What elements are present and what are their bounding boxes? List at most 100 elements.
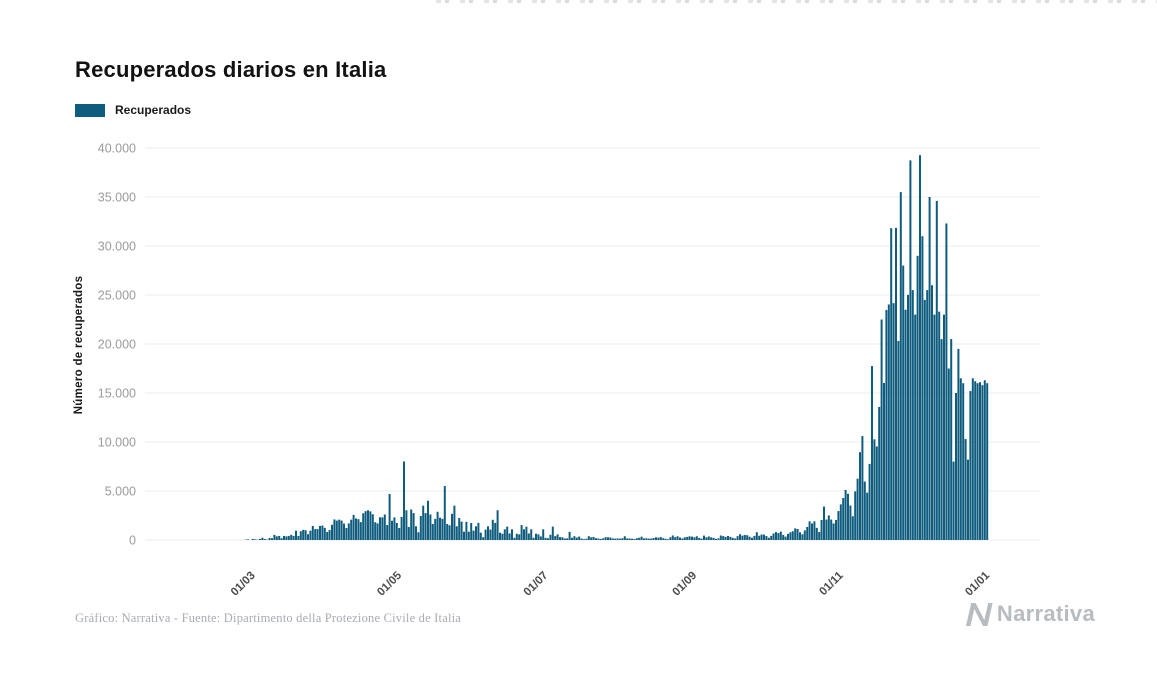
bar <box>335 520 338 540</box>
bar <box>679 537 681 540</box>
bar <box>482 537 485 540</box>
bar <box>748 536 751 540</box>
bar <box>892 303 895 540</box>
bar <box>470 522 473 540</box>
bar <box>323 527 326 540</box>
bar <box>371 514 374 540</box>
bar <box>575 537 578 540</box>
bar <box>707 536 710 540</box>
bar <box>403 461 405 540</box>
bar <box>976 383 979 540</box>
bar <box>477 522 480 540</box>
bar <box>981 385 984 540</box>
bar <box>554 536 557 540</box>
bar <box>967 459 969 540</box>
bar <box>513 537 516 540</box>
bar <box>818 531 821 540</box>
bar <box>530 529 533 540</box>
bar <box>947 368 950 540</box>
bar <box>463 531 465 540</box>
bar <box>451 513 453 540</box>
bar <box>607 537 609 540</box>
x-axis-tick-labels: 01/03 01/05 01/07 01/09 01/11 01/01 <box>229 569 993 598</box>
legend: Recuperados <box>75 103 191 117</box>
bar <box>832 523 835 540</box>
bar <box>825 519 828 540</box>
bar <box>873 439 876 540</box>
bar <box>364 511 367 540</box>
bar <box>412 513 415 540</box>
bar <box>271 538 273 540</box>
bar <box>784 536 787 540</box>
bar <box>839 504 842 540</box>
bar <box>537 534 540 540</box>
bar <box>916 255 919 541</box>
narrativa-n-icon <box>965 602 993 626</box>
bar <box>878 406 881 540</box>
bar <box>427 500 429 540</box>
bar <box>566 538 569 540</box>
bar <box>823 506 825 540</box>
bar <box>261 537 264 540</box>
bar <box>479 532 482 540</box>
bar <box>424 513 427 540</box>
bar <box>614 538 617 540</box>
svg-text:0: 0 <box>129 534 136 548</box>
bar <box>251 538 254 540</box>
bar <box>556 534 559 540</box>
bar <box>979 382 981 540</box>
bar <box>763 534 765 540</box>
bar <box>808 521 811 540</box>
bar <box>796 528 799 540</box>
bar <box>247 539 249 540</box>
bar <box>623 536 626 540</box>
bar <box>868 463 871 540</box>
bar <box>657 537 660 540</box>
bar <box>688 536 691 540</box>
bar <box>777 533 780 540</box>
bar <box>340 520 343 540</box>
bar <box>734 538 737 540</box>
bar <box>813 521 816 540</box>
legend-swatch <box>75 103 105 117</box>
bar <box>379 517 381 540</box>
bar <box>907 294 909 540</box>
bar <box>415 526 417 540</box>
bar <box>400 516 403 540</box>
bar <box>619 538 621 540</box>
bar <box>506 526 509 540</box>
bar <box>436 511 439 540</box>
bar <box>467 531 470 540</box>
bar <box>580 538 583 540</box>
bar <box>880 319 883 540</box>
bar <box>926 290 929 540</box>
bar <box>743 534 746 540</box>
bar <box>559 537 561 540</box>
bar <box>710 537 713 540</box>
bar <box>775 532 777 540</box>
bar <box>693 537 696 540</box>
bar <box>955 393 957 540</box>
bar <box>547 538 549 540</box>
bar <box>849 505 852 540</box>
bar <box>952 461 955 540</box>
svg-text:30.000: 30.000 <box>98 240 136 254</box>
bar <box>383 514 386 540</box>
bar <box>523 529 525 540</box>
bar <box>635 538 638 540</box>
bar <box>275 536 278 540</box>
bar <box>419 515 422 540</box>
bar <box>727 535 729 540</box>
bar <box>703 535 705 540</box>
bar <box>573 536 576 540</box>
bar <box>326 531 329 540</box>
bar <box>295 530 297 540</box>
bar <box>280 538 283 540</box>
bar <box>676 536 679 540</box>
bar <box>475 526 477 540</box>
bar <box>842 498 845 540</box>
bar <box>861 436 864 540</box>
bar <box>712 537 715 540</box>
bar <box>431 523 434 540</box>
bar <box>767 537 770 540</box>
